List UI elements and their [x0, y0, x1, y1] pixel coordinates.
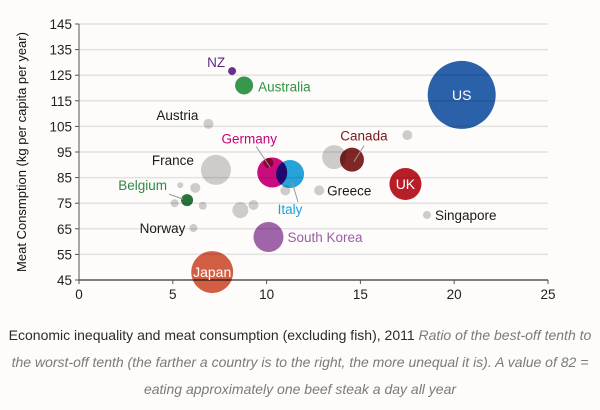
label-greece: Greece [327, 183, 371, 198]
bubble-unlabeled [322, 145, 347, 170]
label-australia: Australia [258, 79, 311, 94]
label-japan: Japan [193, 264, 231, 280]
bubble-chart: 45 55 65 75 85 95 105 115 125 135 145 0 5 10 15 20 25 Mea… [14, 17, 556, 302]
y-tick-label: 45 [57, 273, 72, 288]
bubble-south-korea [253, 221, 284, 252]
y-tick-label: 115 [50, 94, 72, 109]
y-tick-label: 65 [57, 222, 72, 237]
leader-line-italy [291, 181, 299, 203]
bubble-japan [191, 251, 234, 294]
label-canada: Canada [340, 129, 388, 144]
label-belgium: Belgium [118, 178, 167, 193]
bubble-france [200, 154, 231, 185]
label-italy: Italy [278, 202, 303, 217]
label-france: France [152, 153, 194, 168]
bubble-unlabeled [177, 182, 184, 189]
y-tick-label: 95 [57, 145, 72, 160]
label-nz: NZ [207, 55, 225, 70]
label-norway: Norway [140, 221, 186, 236]
bubble-unlabeled [402, 130, 413, 141]
bubble-unlabeled [190, 182, 201, 193]
y-tick-label: 145 [49, 17, 72, 32]
y-tick-label: 125 [49, 68, 72, 83]
x-tick-label: 5 [169, 287, 177, 302]
bubble-italy [276, 160, 305, 189]
leader-line-germany [255, 146, 271, 168]
y-tick-label: 55 [57, 247, 72, 262]
caption-subtitle: Ratio of the best-off tenth to the worst… [11, 327, 592, 397]
leader-line-canada [353, 145, 365, 162]
bubble-canada [339, 147, 364, 172]
x-tick-label: 20 [447, 287, 462, 302]
label-austria: Austria [156, 108, 199, 123]
bubble-unlabeled [170, 199, 179, 208]
bubble-austria [203, 118, 214, 129]
label-singapore: Singapore [435, 208, 497, 223]
label-south-korea: South Korea [287, 230, 363, 245]
bubble-us [427, 60, 496, 129]
label-us: US [452, 87, 471, 103]
bubble-unlabeled [280, 185, 291, 196]
label-uk: UK [396, 176, 416, 192]
y-tick-label: 105 [49, 119, 72, 134]
bubble-norway [189, 224, 198, 233]
x-tick-label: 10 [259, 287, 274, 302]
bubble-belgium [181, 194, 194, 207]
bubble-nz [228, 67, 237, 76]
y-tick-label: 85 [57, 171, 72, 186]
caption-title: Economic inequality and meat consumption… [8, 327, 415, 343]
bubble-australia [235, 76, 254, 95]
x-tick-label: 15 [353, 287, 368, 302]
bubble-singapore [422, 210, 431, 219]
label-germany: Germany [221, 131, 277, 146]
bubble-uk [389, 168, 422, 200]
leader-line-belgium [168, 193, 184, 200]
y-axis-label: Meat Consmption (kg per capita per year) [14, 32, 29, 272]
bubble-unlabeled [248, 199, 259, 210]
figure-caption: Economic inequality and meat consumption… [4, 322, 596, 403]
bubble-unlabeled [198, 201, 207, 210]
y-tick-label: 135 [49, 43, 72, 58]
x-tick-label: 25 [540, 287, 555, 302]
bubble-greece [314, 185, 325, 196]
bubble-unlabeled [232, 202, 249, 219]
x-tick-label: 0 [75, 287, 83, 302]
y-tick-label: 75 [57, 196, 72, 211]
